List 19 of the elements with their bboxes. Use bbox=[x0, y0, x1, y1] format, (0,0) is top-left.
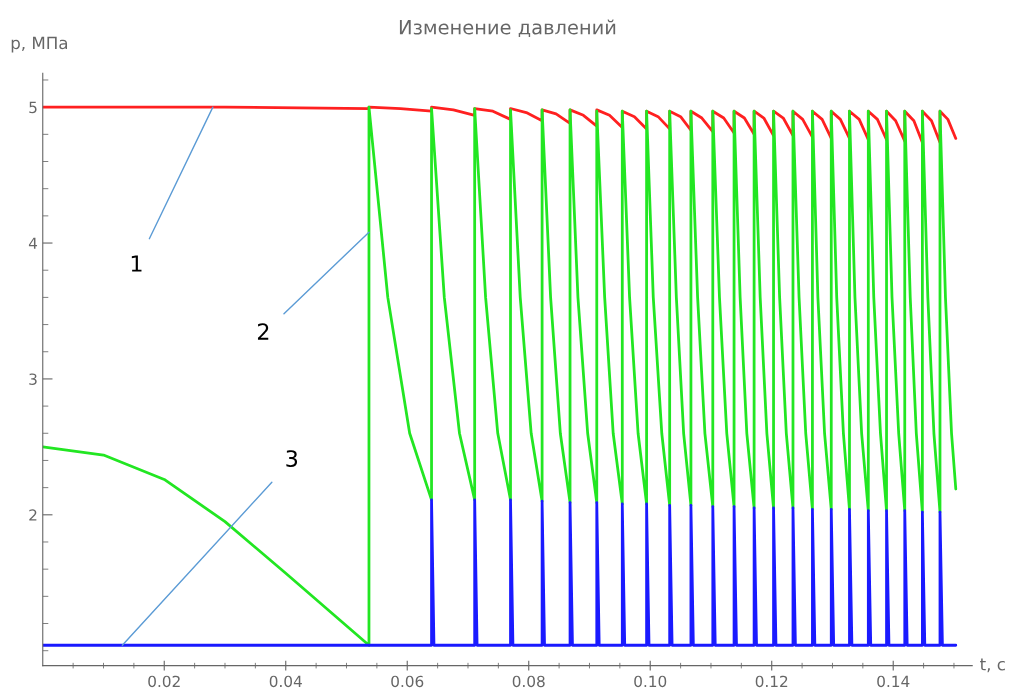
annotation: 2 bbox=[257, 323, 269, 340]
y-tick-label: 5 bbox=[29, 101, 37, 114]
y-tick-label: 2 bbox=[29, 509, 37, 521]
x-tick-label: 0.04 bbox=[269, 675, 302, 688]
annotation: 1 bbox=[131, 255, 142, 272]
x-tick-label: 0.06 bbox=[391, 675, 424, 688]
annotation: 3 bbox=[286, 450, 298, 467]
chart-title: Изменение давлений bbox=[399, 19, 616, 37]
y-tick-label: 4 bbox=[28, 237, 38, 249]
x-tick-label: 0.12 bbox=[755, 675, 788, 688]
x-tick-label: 0.08 bbox=[512, 675, 545, 688]
x-tick-label: 0.02 bbox=[148, 675, 180, 688]
x-tick-label: 0.10 bbox=[634, 675, 667, 688]
y-tick-label: 3 bbox=[29, 373, 37, 385]
line-series bbox=[42, 105, 958, 647]
y-axis-title: p, МПа bbox=[11, 36, 68, 53]
line-series bbox=[42, 498, 958, 647]
x-axis-title: t, c bbox=[980, 658, 1005, 673]
x-tick-label: 0.14 bbox=[877, 675, 910, 688]
